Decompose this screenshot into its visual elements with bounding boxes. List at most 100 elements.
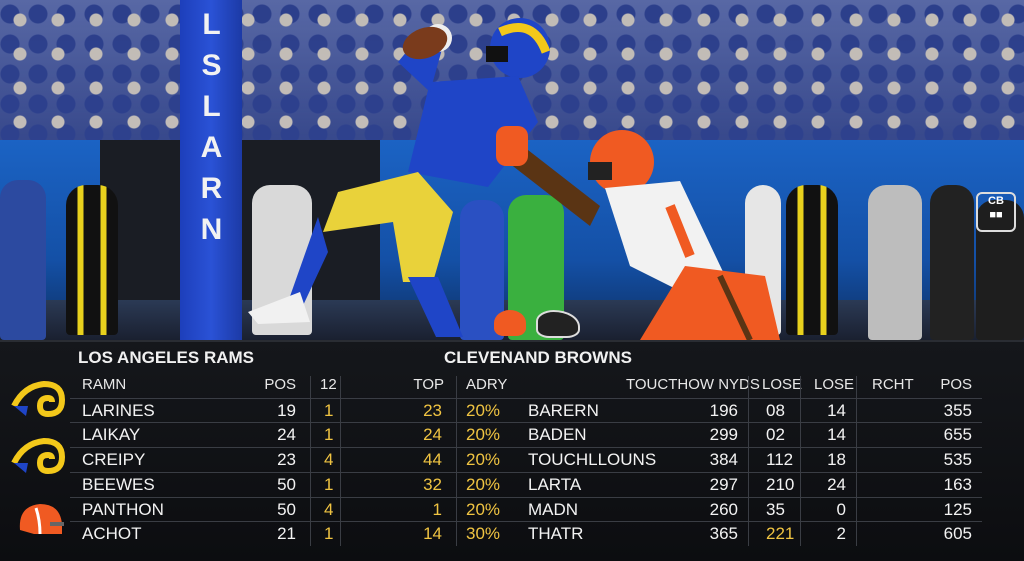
pos: 50 xyxy=(277,500,296,519)
header-name: RAMN xyxy=(82,376,127,393)
divider xyxy=(340,376,341,546)
top: 23 xyxy=(423,401,442,420)
c12: 1 xyxy=(324,425,334,444)
top: 14 xyxy=(423,524,442,543)
sideline-person xyxy=(976,200,1024,340)
player-name: CREIPY xyxy=(82,450,146,469)
stats-board: LOS ANGELES RAMS CLEVENAND BROWNS RAMN P… xyxy=(0,340,1024,561)
yds: 297 xyxy=(709,475,738,494)
lose1: 210 xyxy=(766,475,795,494)
c12: 4 xyxy=(324,500,334,519)
adry: 30% xyxy=(466,524,501,543)
opp-name: LARTA xyxy=(528,475,582,494)
dawg-icon xyxy=(536,310,580,338)
opp-name: BARERN xyxy=(528,401,599,420)
lose2: 14 xyxy=(827,401,846,420)
goal-pylon: LSLARN xyxy=(180,0,242,340)
pos: 23 xyxy=(277,450,296,469)
pos: 19 xyxy=(277,401,296,420)
adry: 20% xyxy=(466,401,501,420)
pos2: 125 xyxy=(943,500,972,519)
divider xyxy=(456,376,457,546)
c12: 1 xyxy=(324,401,334,420)
sideline-person xyxy=(0,180,46,340)
divider xyxy=(800,376,801,546)
pos: 21 xyxy=(277,524,296,543)
top: 24 xyxy=(423,425,442,444)
pos2: 655 xyxy=(943,425,972,444)
lose1: 08 xyxy=(766,401,785,420)
browns-defender xyxy=(496,126,780,340)
header-12: 12 xyxy=(320,376,337,393)
rams-logo-icon xyxy=(11,380,66,418)
opp-name: TOUCHLLOUNS xyxy=(528,450,657,469)
opp-name: THATR xyxy=(528,524,584,543)
lose2: 24 xyxy=(827,475,846,494)
lose2: 2 xyxy=(836,524,846,543)
yds: 196 xyxy=(709,401,738,420)
divider xyxy=(856,376,857,546)
pos2: 605 xyxy=(943,524,972,543)
player-name: ACHOT xyxy=(82,524,142,543)
header-lose1: LOSE xyxy=(762,376,803,393)
yds: 365 xyxy=(709,524,738,543)
table-row: LAIKAY 24 1 24 20% BADEN 299 02 14 655 xyxy=(70,422,982,446)
lose1: 112 xyxy=(766,450,794,469)
lose2: 14 xyxy=(827,425,846,444)
header-pos2: POS xyxy=(940,376,972,393)
lose2: 0 xyxy=(836,500,846,519)
adry: 20% xyxy=(466,500,501,519)
c12: 1 xyxy=(324,524,334,543)
c12: 4 xyxy=(324,450,334,469)
pos: 50 xyxy=(277,475,296,494)
top: 44 xyxy=(423,450,442,469)
lose1: 35 xyxy=(766,500,785,519)
sideline-person xyxy=(930,185,974,340)
pylon-text: LSLARN xyxy=(195,8,228,254)
pos2: 535 xyxy=(943,450,972,469)
adry: 20% xyxy=(466,475,501,494)
adry: 20% xyxy=(466,425,501,444)
player-name: BEEWES xyxy=(82,475,155,494)
header-adry: ADRY xyxy=(466,376,508,393)
yds: 299 xyxy=(709,425,738,444)
adry: 20% xyxy=(466,450,501,469)
referee xyxy=(66,185,118,335)
table-row: CREIPY 23 4 44 20% TOUCHLLOUNS 384 112 1… xyxy=(70,447,982,471)
referee xyxy=(786,185,838,335)
pos: 24 xyxy=(277,425,296,444)
lose1: 02 xyxy=(766,425,785,444)
opp-name: MADN xyxy=(528,500,579,519)
left-team-title: LOS ANGELES RAMS xyxy=(78,348,254,367)
header-top: TOP xyxy=(413,376,444,393)
rams-logo-icon xyxy=(11,437,66,475)
divider xyxy=(310,376,311,546)
table-row: LARINES 19 1 23 20% BARERN 196 08 14 355 xyxy=(70,398,982,422)
opp-name: BADEN xyxy=(528,425,587,444)
player-name: PANTHON xyxy=(82,500,164,519)
right-team-title: CLEVENAND BROWNS xyxy=(444,348,632,367)
pos2: 163 xyxy=(943,475,972,494)
divider xyxy=(748,376,749,546)
header-touch: TOUCTHOW NYDS xyxy=(626,376,760,393)
action-photo: LSLARN CB ■■ xyxy=(0,0,1024,340)
yds: 384 xyxy=(709,450,738,469)
yds: 260 xyxy=(709,500,738,519)
player-name: LAIKAY xyxy=(82,425,141,444)
player-name: LARINES xyxy=(82,401,155,420)
header-pos: POS xyxy=(264,376,296,393)
team-crest-icon: CB ■■ xyxy=(976,192,1016,232)
table-row: BEEWES 50 1 32 20% LARTA 297 210 24 163 xyxy=(70,472,982,496)
lose2: 18 xyxy=(827,450,846,469)
lose1: 221 xyxy=(766,524,795,543)
browns-helmet-icon xyxy=(19,504,64,535)
header-rcht: RCHT xyxy=(872,376,914,393)
table-row: ACHOT 21 1 14 30% THATR 365 221 2 605 xyxy=(70,521,982,545)
top: 32 xyxy=(423,475,442,494)
rams-receiver xyxy=(248,18,551,337)
header-lose2: LOSE xyxy=(814,376,855,393)
pos2: 355 xyxy=(943,401,972,420)
c12: 1 xyxy=(324,475,334,494)
top: 1 xyxy=(432,500,442,519)
sideline-person xyxy=(868,185,922,340)
